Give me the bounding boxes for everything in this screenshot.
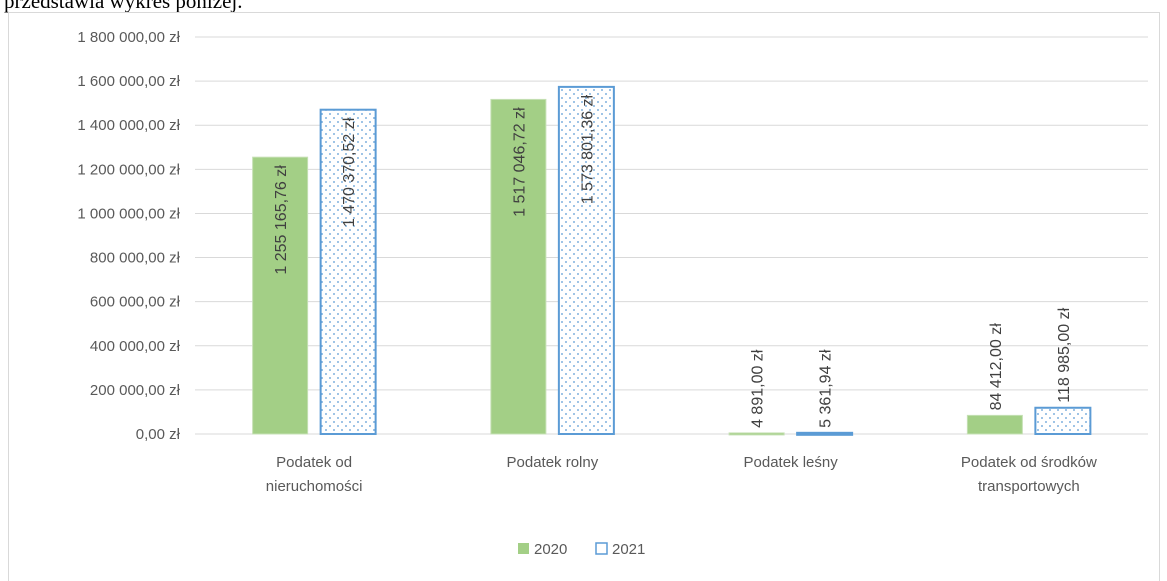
bar: [728, 432, 785, 436]
y-tick-label: 0,00 zł: [136, 426, 181, 443]
y-tick-label: 400 000,00 zł: [90, 338, 181, 355]
data-label: 1 255 165,76 zł: [273, 165, 290, 275]
y-tick-label: 1 800 000,00 zł: [77, 29, 180, 46]
x-tick-label: Podatek leśny: [744, 454, 839, 471]
y-tick-label: 600 000,00 zł: [90, 294, 181, 311]
bar: [1034, 406, 1092, 436]
legend-swatch: [595, 542, 608, 555]
legend-swatch: [518, 543, 529, 554]
bar: [557, 85, 615, 435]
data-label: 5 361,94 zł: [818, 349, 835, 428]
chart-frame: [8, 12, 1160, 581]
x-tick-label: Podatek rolny: [507, 454, 599, 471]
x-tick-label: nieruchomości: [266, 478, 363, 495]
legend-label: 2020: [534, 541, 567, 558]
y-tick-label: 800 000,00 zł: [90, 250, 181, 267]
data-label: 118 985,00 zł: [1056, 307, 1073, 402]
bar: [966, 414, 1023, 435]
bar: [252, 156, 309, 435]
y-tick-label: 1 200 000,00 zł: [77, 161, 180, 178]
y-tick-label: 1 000 000,00 zł: [77, 205, 180, 222]
page-text: przedstawia wykres poniżej.: [4, 0, 243, 13]
data-label: 1 470 370,52 zł: [341, 117, 358, 227]
bar: [490, 98, 547, 435]
data-label: 1 573 801,36 zł: [579, 94, 596, 204]
x-tick-label: Podatek od środków: [961, 454, 1097, 471]
data-label: 1 517 046,72 zł: [511, 107, 528, 217]
bar: [319, 108, 377, 436]
x-tick-label: transportowych: [978, 478, 1080, 495]
y-tick-label: 1 400 000,00 zł: [77, 117, 180, 134]
y-tick-label: 200 000,00 zł: [90, 382, 181, 399]
x-tick-label: Podatek od: [276, 454, 352, 471]
data-label: 84 412,00 zł: [988, 323, 1005, 411]
data-label: 4 891,00 zł: [750, 349, 767, 428]
legend-label: 2021: [612, 541, 645, 558]
bar: [796, 431, 854, 436]
y-tick-label: 1 600 000,00 zł: [77, 73, 180, 90]
